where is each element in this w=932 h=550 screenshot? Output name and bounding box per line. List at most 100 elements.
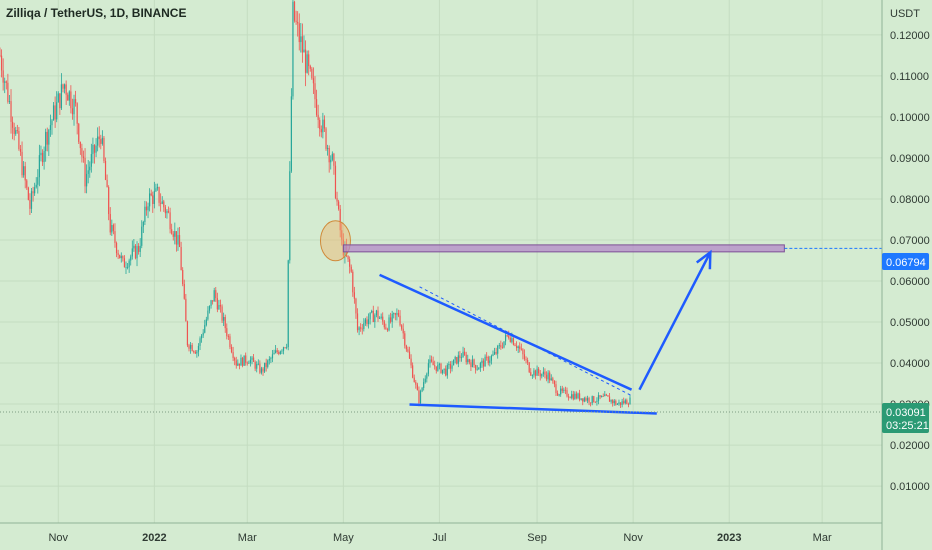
candle-body: [103, 137, 105, 161]
candle-body: [37, 177, 39, 185]
candle-body: [320, 129, 322, 133]
candle-body: [544, 371, 546, 375]
candle-body: [492, 354, 494, 356]
candle-body: [108, 187, 110, 215]
candle-body: [46, 131, 48, 145]
candle-body: [449, 364, 452, 369]
candle-body: [424, 378, 426, 383]
candle-body: [309, 66, 311, 69]
candle-body: [541, 373, 543, 377]
candle-body: [566, 390, 568, 397]
candle-body: [429, 359, 431, 364]
candle-body: [19, 148, 22, 152]
candle-body: [295, 20, 297, 22]
candle-body: [130, 256, 132, 261]
price-scale[interactable]: [882, 0, 932, 550]
candle-body: [470, 362, 472, 368]
candle-body: [627, 404, 630, 405]
candle-body: [76, 103, 78, 124]
candle-body: [153, 191, 155, 204]
candle-body: [601, 396, 603, 398]
candle-body: [572, 394, 574, 400]
candle-body: [504, 335, 507, 342]
candle-body: [273, 352, 275, 355]
candle-body: [555, 384, 557, 394]
candle-body: [256, 364, 258, 369]
candle-body: [371, 310, 373, 313]
candle-body: [432, 361, 434, 366]
resistance-trendline: [379, 273, 633, 391]
candle-body: [79, 141, 81, 149]
candle-body: [32, 191, 34, 194]
candle-body: [593, 396, 595, 402]
price-tick-label: 0.10000: [890, 112, 930, 124]
candle-body: [262, 368, 264, 372]
candle-body: [407, 349, 409, 352]
candle-body: [519, 346, 521, 349]
candle-body: [70, 91, 72, 109]
candle-body: [462, 351, 464, 358]
candle-body: [133, 245, 135, 249]
candle-body: [287, 260, 289, 348]
candle-body: [12, 121, 14, 128]
candle-body: [15, 130, 17, 134]
candle-body: [511, 338, 513, 342]
time-tick-label: May: [333, 532, 354, 544]
candle-body: [325, 128, 327, 149]
candle-body: [512, 338, 515, 345]
candle-body: [538, 368, 540, 374]
candle-body: [112, 225, 114, 232]
candle-body: [410, 358, 412, 366]
candle-body: [230, 347, 233, 353]
candle-body: [473, 359, 475, 366]
candle-body: [525, 359, 527, 361]
highlight-circle: [319, 220, 351, 262]
candle-body: [550, 378, 552, 381]
candle-body: [530, 372, 532, 376]
candle-body: [260, 368, 263, 373]
candle-body: [152, 195, 154, 204]
candle-body: [232, 352, 234, 358]
candle-body: [563, 389, 565, 391]
candle-body: [369, 312, 371, 320]
candle-body: [111, 225, 113, 233]
candle-body: [238, 363, 240, 366]
candle-body: [336, 198, 338, 202]
candle-body: [240, 357, 242, 366]
candle-body: [293, 1, 296, 21]
candle-body: [45, 131, 47, 151]
candle-body: [303, 49, 305, 53]
candle-body: [596, 400, 598, 403]
candle-body: [2, 70, 4, 83]
candle-body: [475, 365, 477, 370]
candle-body: [49, 125, 51, 130]
candlesticks: [0, 0, 631, 408]
candle-body: [89, 166, 91, 171]
candle-body: [193, 351, 195, 352]
candle-body: [82, 156, 85, 159]
price-tick-label: 0.07000: [890, 235, 930, 247]
candle-body: [150, 193, 152, 196]
candle-body: [117, 253, 119, 255]
candle-body: [164, 207, 166, 214]
candle-body: [497, 345, 499, 354]
candle-body: [245, 355, 247, 363]
candle-body: [279, 351, 281, 354]
candle-body: [552, 378, 554, 381]
candle-body: [571, 394, 573, 398]
candle-body: [437, 364, 439, 371]
candle-body: [427, 363, 429, 374]
candle-body: [175, 231, 177, 245]
candle-body: [16, 130, 18, 132]
candle-body: [30, 191, 33, 209]
candle-body: [59, 93, 61, 109]
candle-body: [616, 404, 618, 405]
candle-body: [205, 319, 207, 326]
candle-body: [210, 300, 212, 306]
candle-body: [145, 206, 148, 211]
candle-body: [408, 351, 411, 359]
candle-body: [54, 105, 56, 120]
candle-body: [390, 317, 392, 322]
candle-body: [4, 81, 6, 83]
candle-body: [314, 83, 316, 100]
